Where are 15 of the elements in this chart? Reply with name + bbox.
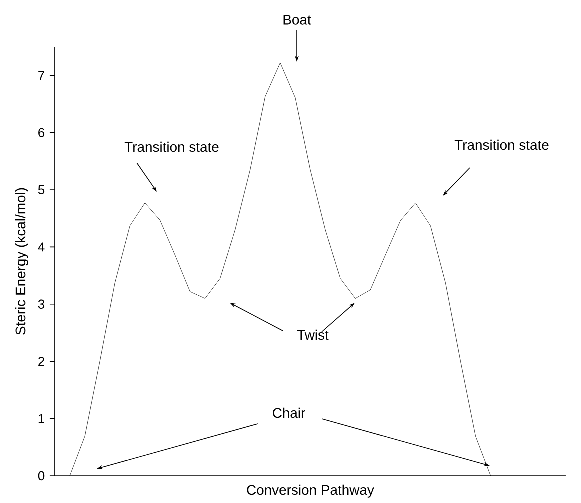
y-axis-title: Steric Energy (kcal/mol) bbox=[15, 188, 28, 335]
text: Boat bbox=[284, 15, 312, 25]
y-tick-label: 5 bbox=[38, 185, 45, 195]
annotation: Transition state bbox=[124, 142, 219, 152]
y-tick-label: 1 bbox=[38, 414, 44, 424]
x-axis-title: Conversion Pathway bbox=[247, 484, 374, 498]
y-tick-label: 6 bbox=[38, 128, 45, 138]
y-tick-label: 2 bbox=[38, 357, 44, 366]
annotation: Transition state bbox=[454, 140, 549, 150]
y-tick-label: 7 bbox=[38, 71, 44, 80]
annotation: Chair bbox=[273, 408, 306, 418]
y-tick-label: 3 bbox=[38, 300, 45, 309]
annotation: Twist bbox=[297, 330, 329, 340]
y-tick-label: 0 bbox=[38, 471, 45, 481]
y-tick-label: 4 bbox=[38, 242, 45, 252]
